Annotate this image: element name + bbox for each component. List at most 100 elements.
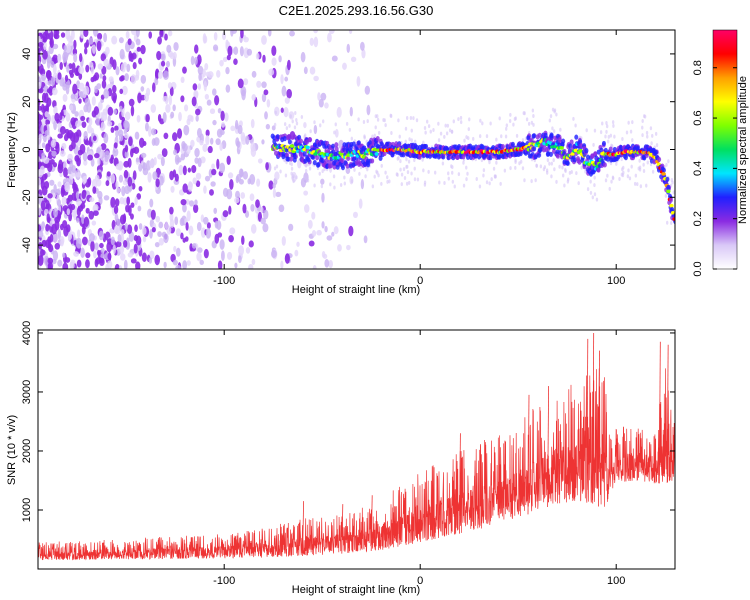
spectrogram-noise-blob — [191, 243, 197, 249]
spectrogram-noise-blob — [87, 154, 93, 161]
spectrogram-faint-blob — [595, 197, 599, 202]
spectrogram-track-halo — [518, 151, 523, 157]
spectrogram-noise-blob — [45, 143, 51, 153]
spectrogram-noise-blob — [49, 37, 54, 49]
spectrogram-noise-blob — [59, 112, 63, 121]
snr-xtick-label-100: 100 — [607, 575, 625, 587]
spectrogram-noise-blob — [178, 111, 182, 122]
spectrogram-noise-blob — [237, 78, 244, 89]
spectrogram-noise-blob — [112, 95, 117, 104]
spectrogram-track-core — [666, 189, 671, 194]
spectrogram-noise-blob — [212, 88, 217, 96]
spectrogram-track-halo — [532, 146, 537, 152]
spectrogram-noise-blob — [158, 221, 164, 229]
spectrogram-faint-blob — [441, 161, 445, 166]
spectrogram-track-halo — [549, 132, 554, 138]
spectrogram-x-label: Height of straight line (km) — [292, 284, 420, 296]
spectrogram-faint-blob — [545, 170, 549, 175]
spectrogram-faint-blob — [504, 126, 508, 131]
spectrogram-noise-blob — [159, 30, 164, 38]
spectrogram-noise-blob — [271, 57, 277, 66]
spectrogram-faint-blob — [405, 115, 409, 120]
spectrogram-noise-blob — [98, 257, 102, 264]
spectrogram-noise-blob — [39, 165, 45, 174]
spectrogram-noise-blob — [153, 137, 160, 146]
spectrogram-faint-blob — [672, 190, 675, 195]
spectrogram-track-core — [346, 153, 351, 157]
spectrogram-faint-blob — [568, 170, 572, 175]
spectrogram-noise-blob — [79, 53, 83, 63]
spectrogram-noise-blob — [97, 63, 104, 70]
spectrogram-noise-blob — [151, 227, 156, 233]
spectrogram-faint-blob — [480, 158, 484, 163]
spectrogram-faint-blob — [589, 179, 592, 184]
spectrogram-faint-blob — [646, 160, 649, 165]
spectrogram-track-core — [305, 145, 310, 150]
spectrogram-noise-blob — [160, 60, 166, 67]
spectrogram-faint-blob — [651, 169, 655, 174]
spectrogram-faint-blob — [493, 174, 497, 179]
spectrogram-noise-blob — [250, 118, 255, 129]
spectrogram-noise-blob — [57, 259, 63, 267]
spectrogram-track-halo — [601, 140, 606, 147]
spectrogram-noise-blob — [264, 111, 268, 120]
spectrogram-track-core — [570, 152, 575, 156]
spectrogram-noise-blob — [155, 178, 160, 188]
spectrogram-noise-blob — [128, 98, 135, 107]
spectrogram-faint-blob — [626, 174, 630, 179]
spectrogram-noise-blob — [75, 191, 80, 200]
spectrogram-faint-blob — [374, 114, 378, 119]
spectrogram-noise-blob — [38, 113, 42, 125]
spectrogram-noise-blob — [41, 221, 45, 229]
spectrogram-noise-blob — [167, 30, 173, 37]
spectrogram-noise-blob — [157, 70, 163, 79]
spectrogram-faint-blob — [321, 119, 325, 124]
spectrogram-noise-blob — [311, 230, 317, 237]
spectrogram-noise-blob — [67, 232, 73, 240]
spectrogram-faint-blob — [413, 166, 416, 171]
spectrogram-noise-blob — [44, 172, 48, 179]
spectrogram-noise-blob — [193, 90, 199, 99]
spectrogram-noise-blob — [250, 204, 255, 212]
spectrogram-noise-blob — [136, 193, 142, 200]
spectrogram-noise-blob — [148, 257, 153, 264]
spectrogram-noise-blob — [174, 216, 179, 226]
spectrogram-noise-blob — [120, 253, 126, 261]
spectrogram-faint-blob — [561, 165, 564, 170]
spectrogram-faint-blob — [291, 119, 294, 124]
spectrogram-track-halo — [533, 154, 538, 160]
spectrogram-noise-blob — [115, 228, 121, 235]
spectrogram-noise-blob — [162, 95, 169, 103]
spectrogram-noise-blob — [128, 136, 133, 147]
spectrogram-noise-blob — [72, 83, 78, 95]
spectrogram-noise-blob — [51, 87, 58, 96]
spectrogram-noise-blob — [54, 242, 60, 250]
spectrogram-noise-blob — [219, 142, 223, 151]
spectrogram-noise-blob — [192, 203, 199, 214]
spectrogram-faint-blob — [309, 129, 312, 134]
spectrogram-faint-blob — [481, 121, 484, 126]
spectrogram-noise-blob — [173, 41, 179, 52]
spectrogram-ytick-label--40: -40 — [21, 237, 33, 253]
spectrogram-noise-blob — [192, 83, 198, 91]
spectrogram-track-halo — [351, 141, 356, 147]
spectrogram-noise-blob — [78, 82, 85, 90]
spectrogram-track-halo — [320, 158, 325, 164]
spectrogram-noise-blob — [60, 32, 66, 38]
snr-spike-8 — [598, 350, 600, 507]
spectrogram-track-halo — [536, 152, 541, 158]
spectrogram-faint-blob — [447, 176, 450, 181]
spectrogram-track-halo — [368, 140, 373, 146]
spectrogram-noise-blob — [255, 199, 260, 208]
spectrogram-noise-blob — [284, 253, 290, 264]
spectrogram-faint-blob — [539, 164, 543, 169]
spectrogram-noise-blob — [212, 119, 217, 126]
spectrogram-noise-blob — [303, 122, 307, 129]
spectrogram-noise-blob — [54, 112, 60, 122]
spectrogram-faint-blob — [388, 179, 391, 184]
spectrogram-noise-blob — [104, 150, 110, 160]
spectrogram-track-halo — [401, 152, 406, 158]
spectrogram-noise-blob — [83, 30, 89, 37]
spectrogram-faint-blob — [548, 161, 551, 166]
spectrogram-noise-blob — [363, 235, 368, 244]
